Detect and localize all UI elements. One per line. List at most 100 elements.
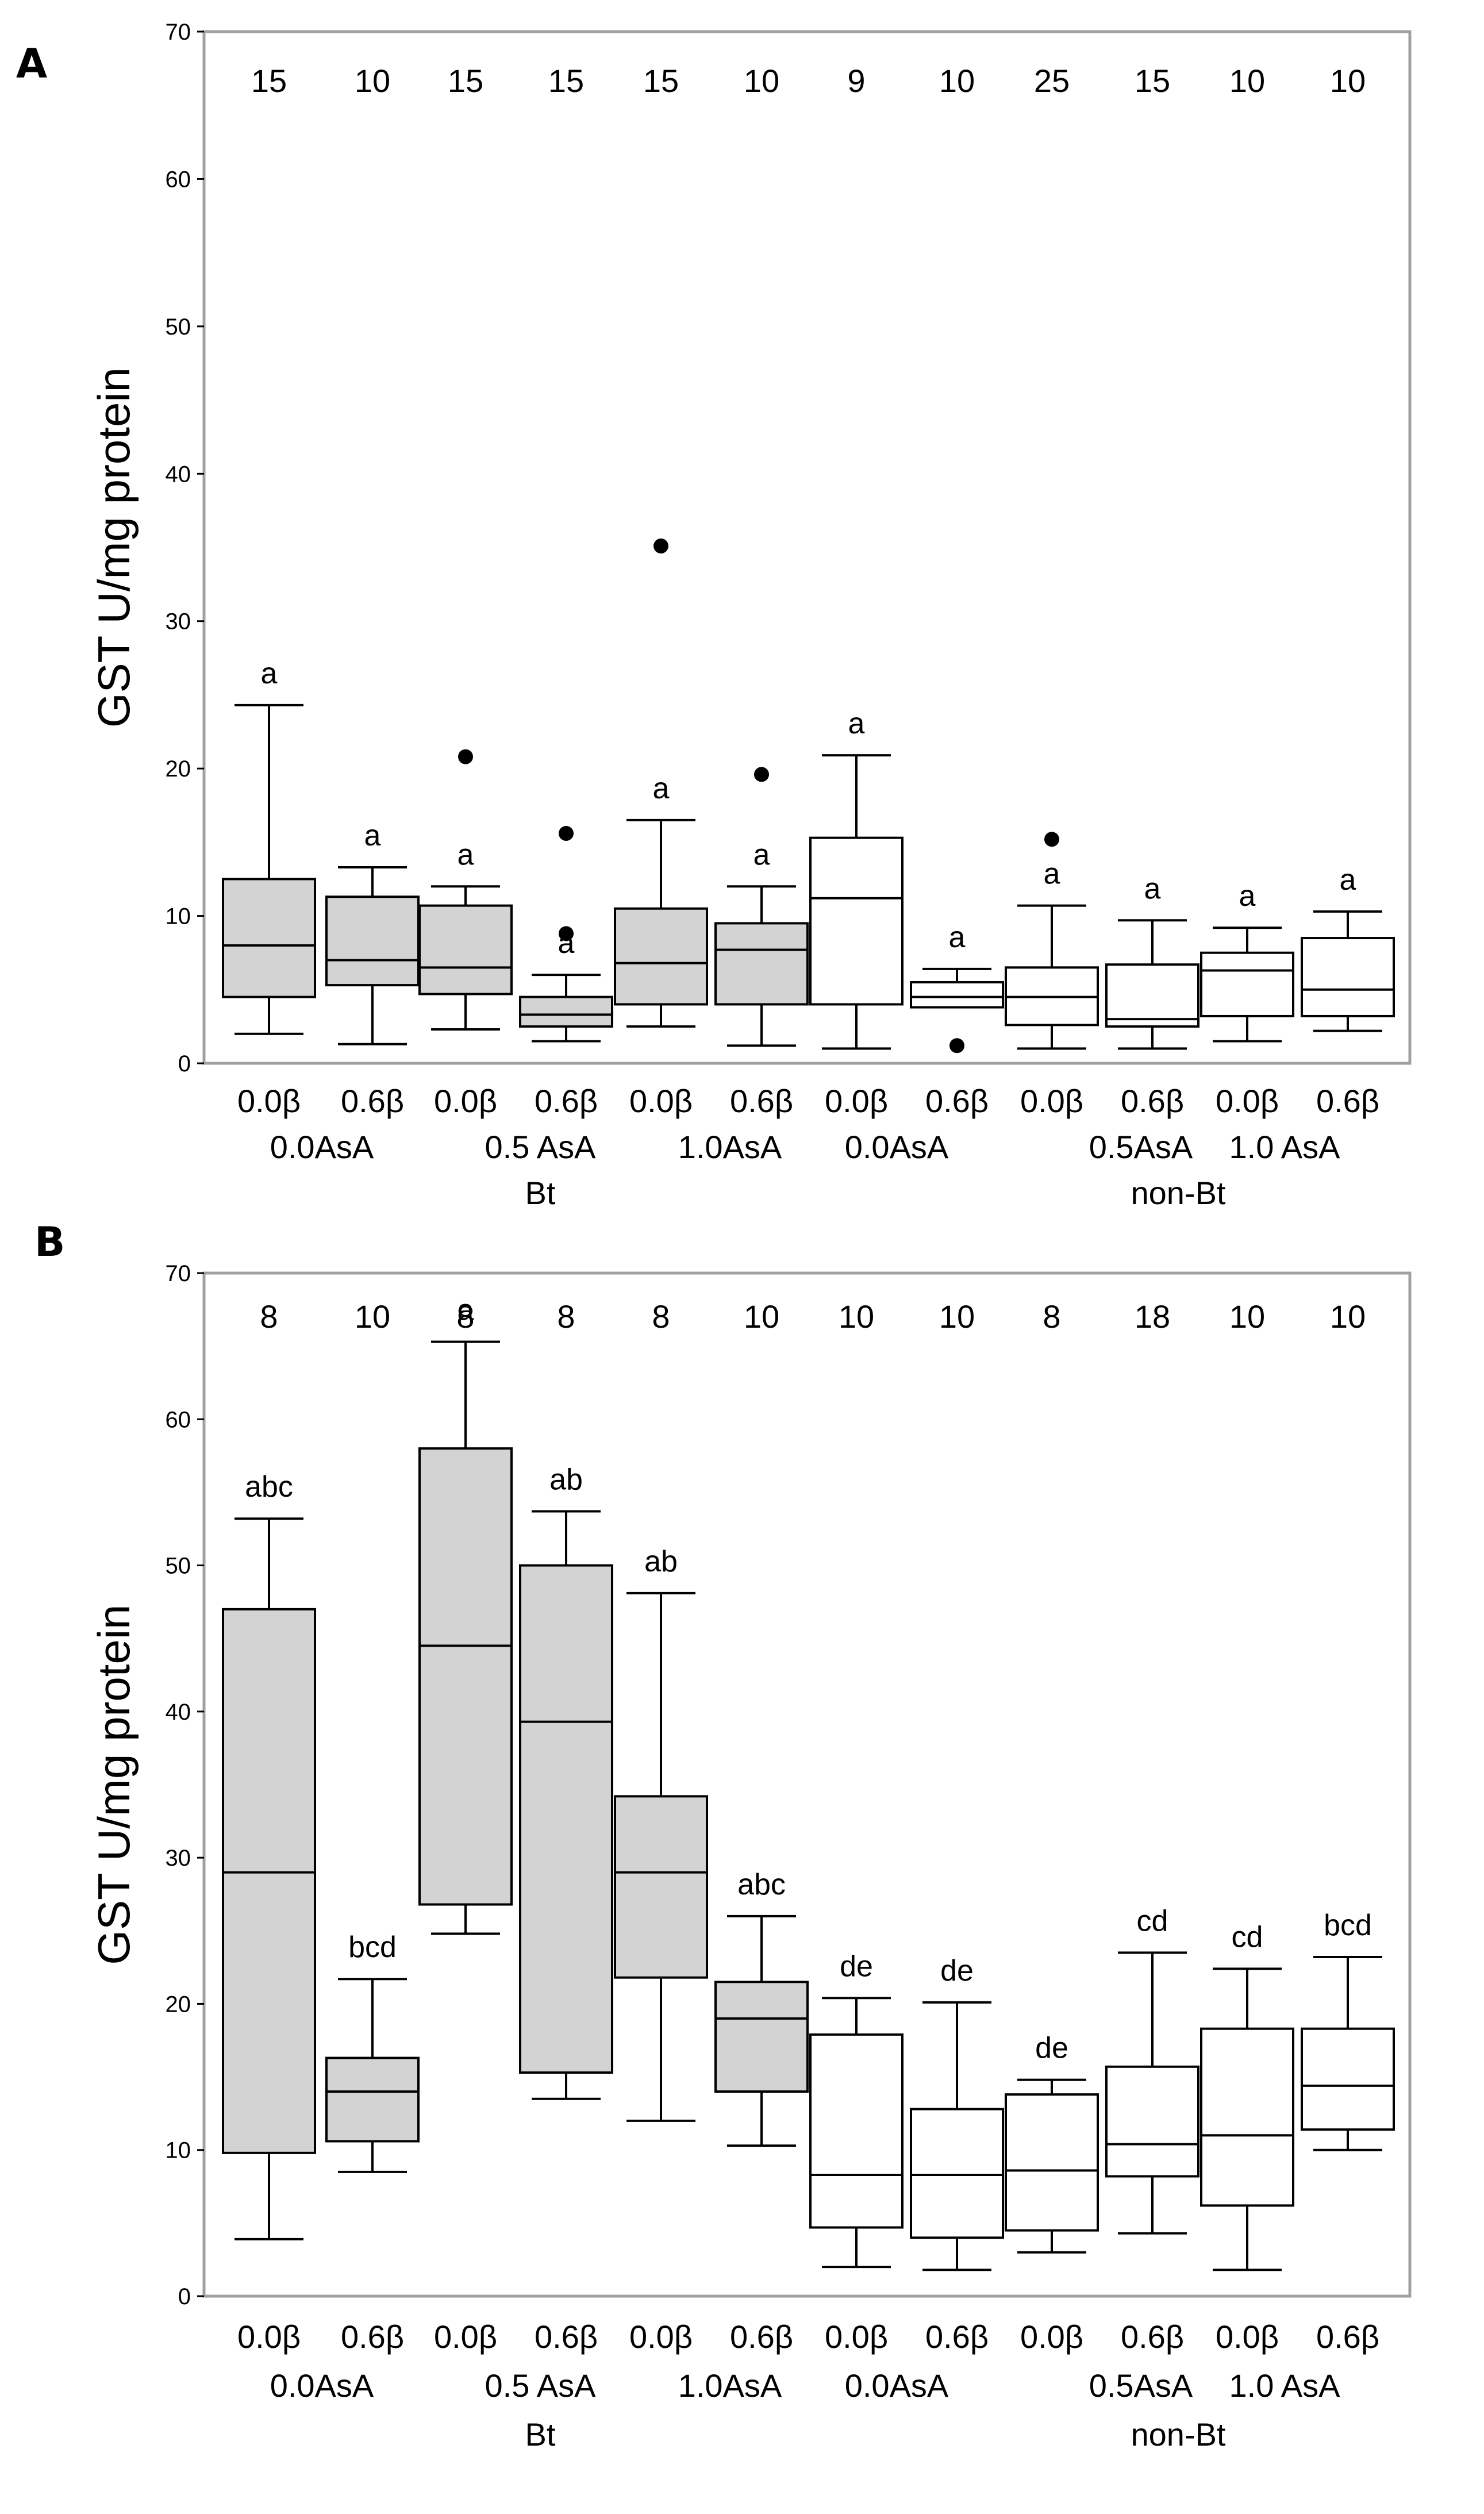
significance-letter: a [558,927,575,960]
outlier-point [1044,832,1059,847]
asa-label: 0.0AsA [845,1129,949,1165]
box-iqr [1200,2027,1294,2207]
box-iqr [809,836,904,1006]
sample-size: 10 [1229,63,1265,99]
significance-letter: a [457,838,474,871]
y-tick-label: 40 [166,462,191,487]
sample-size: 10 [1330,63,1366,99]
category-label: 0.0β [434,1083,497,1119]
y-tick-label: 0 [178,2284,191,2309]
outlier-point [559,926,574,941]
box-iqr [418,904,513,995]
group-label: Bt [525,2416,556,2453]
box-8: a 10 0.6β [910,63,1004,1119]
box-iqr [614,907,708,1006]
category-label: 0.0β [1020,1083,1083,1119]
box-iqr [1105,2065,1199,2178]
outlier-point [949,1038,964,1054]
sample-size: 8 [1043,1298,1060,1335]
significance-letter: a [848,707,865,740]
box-iqr [1200,951,1294,1017]
box-iqr [1301,2027,1395,2131]
box-4: a 15 0.6β [519,63,613,1119]
category-label: 0.6β [341,1083,404,1119]
outlier-point [754,767,769,782]
box-3: a8 0.0β [418,1294,513,2355]
sample-size: 10 [744,1298,779,1335]
sample-size: 10 [355,63,390,99]
box-3: a 15 0.0β [418,63,513,1119]
sample-size: 10 [1330,1298,1366,1335]
asa-label: 0.0AsA [845,2367,949,2404]
asa-label: 0.5AsA [1089,2367,1193,2404]
category-label: 0.6β [1121,2319,1184,2355]
significance-letter: ab [644,1545,678,1578]
category-label: 0.0β [237,2319,301,2355]
significance-letter: a [653,772,670,805]
y-tick-label: 10 [166,2138,191,2163]
panel-b: B 0 10 20 30 40 50 60 70 GST U/mg protein abc 8 0.0β… [34,1218,1412,2453]
box-7: a 9 0.0β [809,63,904,1119]
sample-size: 25 [1034,63,1070,99]
category-label: 0.6β [1316,1083,1379,1119]
box-iqr [222,1608,316,2154]
category-label: 0.6β [730,1083,793,1119]
box-5: ab 8 0.0β [614,1298,708,2355]
box-iqr [910,2108,1004,2239]
outlier-point [653,538,668,553]
significance-letter: de [840,1950,873,1983]
group-label: Bt [525,1175,556,1211]
box-10: cd 18 0.6β [1105,1298,1199,2355]
box-iqr [418,1447,513,1906]
sample-size: 15 [251,63,287,99]
panel-label: B [34,1218,65,1266]
significance-letter: a [753,838,770,871]
y-tick-label: 20 [166,756,191,782]
significance-letter: abc [245,1470,293,1504]
plot-frame [202,30,1412,1065]
box-iqr [325,895,420,987]
box-iqr [1301,937,1395,1017]
sample-size: 8 [652,1298,670,1335]
category-label: 0.6β [341,2319,404,2355]
panel-label: A [16,40,47,87]
sample-size: 10 [744,63,779,99]
sample-size: 10 [939,63,975,99]
y-tick-label: 20 [166,1992,191,2017]
significance-letter: a [1340,863,1356,897]
significance-letter: a [1144,872,1161,905]
significance-letter: a [364,819,381,852]
group-label: non-Bt [1131,1175,1226,1211]
category-label: 0.0β [629,1083,693,1119]
sample-size: 8 [456,1298,474,1335]
y-tick-label: 60 [166,1407,191,1432]
category-label: 0.0β [1216,2319,1279,2355]
sample-size: 8 [557,1298,575,1335]
box-8: de 10 0.6β [910,1298,1004,2355]
asa-label: 1.0 AsA [1229,2367,1340,2404]
y-axis-label: GST U/mg protein [89,367,139,728]
box-iqr [910,981,1004,1009]
asa-label: 1.0 AsA [1229,1129,1340,1165]
box-7: de 10 0.0β [809,1298,904,2355]
box-iqr [714,1981,809,2093]
box-iqr [1105,963,1199,1028]
sample-size: 18 [1135,1298,1170,1335]
significance-letter: de [1035,2032,1068,2065]
asa-label: 0.0AsA [270,1129,374,1165]
category-label: 0.0β [1020,2319,1083,2355]
sample-size: 15 [448,63,483,99]
box-6: a 10 0.6β [714,63,809,1119]
category-label: 0.6β [535,2319,598,2355]
y-tick-label: 50 [166,314,191,340]
sample-size: 15 [1135,63,1170,99]
box-6: abc 10 0.6β [714,1298,809,2355]
category-label: 0.0β [825,1083,888,1119]
category-label: 0.0β [825,2319,888,2355]
asa-label: 0.5AsA [1089,1129,1193,1165]
sample-size: 10 [939,1298,975,1335]
sample-size: 15 [548,63,584,99]
sample-size: 9 [847,63,865,99]
